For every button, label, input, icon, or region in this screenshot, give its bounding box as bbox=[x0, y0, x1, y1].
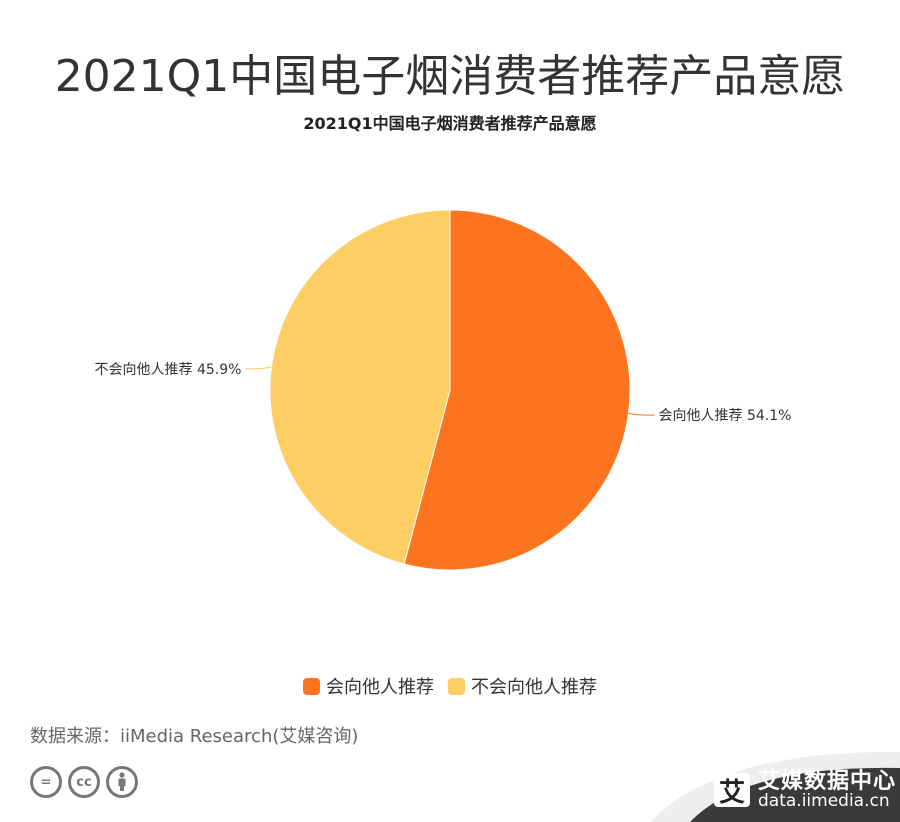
pie-slice-not-recommend[interactable] bbox=[269, 209, 451, 565]
creative-commons-icon: cc bbox=[68, 766, 100, 798]
legend-item-not-recommend[interactable]: 不会向他人推荐 bbox=[448, 673, 597, 699]
slice-label: 不会向他人推荐 45.9% bbox=[95, 362, 242, 378]
brand-mark: 艾 bbox=[714, 773, 750, 808]
legend-label: 会向他人推荐 bbox=[326, 677, 434, 698]
attribution-icon bbox=[106, 766, 138, 798]
page-title: 2021Q1中国电子烟消费者推荐产品意愿 bbox=[54, 51, 846, 102]
brand-logo: 艾 艾媒数据中心 data.iimedia.cn bbox=[714, 770, 896, 811]
brand-name: 艾媒数据中心 bbox=[758, 769, 897, 794]
no-derivatives-icon: = bbox=[30, 766, 62, 798]
data-source: 数据来源：iiMedia Research(艾媒咨询) bbox=[30, 726, 359, 747]
slice-label: 会向他人推荐 54.1% bbox=[659, 408, 792, 424]
pie-chart: 会向他人推荐 54.1% 不会向他人推荐 45.9% bbox=[95, 209, 792, 571]
legend-item-recommend[interactable]: 会向他人推荐 bbox=[303, 673, 434, 699]
leader-line bbox=[628, 412, 655, 416]
license-badges: = cc bbox=[30, 766, 138, 798]
pie-slice-recommend[interactable] bbox=[403, 209, 631, 571]
brand-url: data.iimedia.cn bbox=[758, 791, 890, 812]
chart-title: 2021Q1中国电子烟消费者推荐产品意愿 bbox=[303, 114, 597, 133]
legend-swatch bbox=[303, 677, 320, 695]
legend-label: 不会向他人推荐 bbox=[471, 677, 597, 698]
chart-legend: 会向他人推荐 不会向他人推荐 bbox=[0, 673, 900, 699]
leader-line bbox=[245, 366, 272, 370]
legend-swatch bbox=[448, 677, 465, 695]
